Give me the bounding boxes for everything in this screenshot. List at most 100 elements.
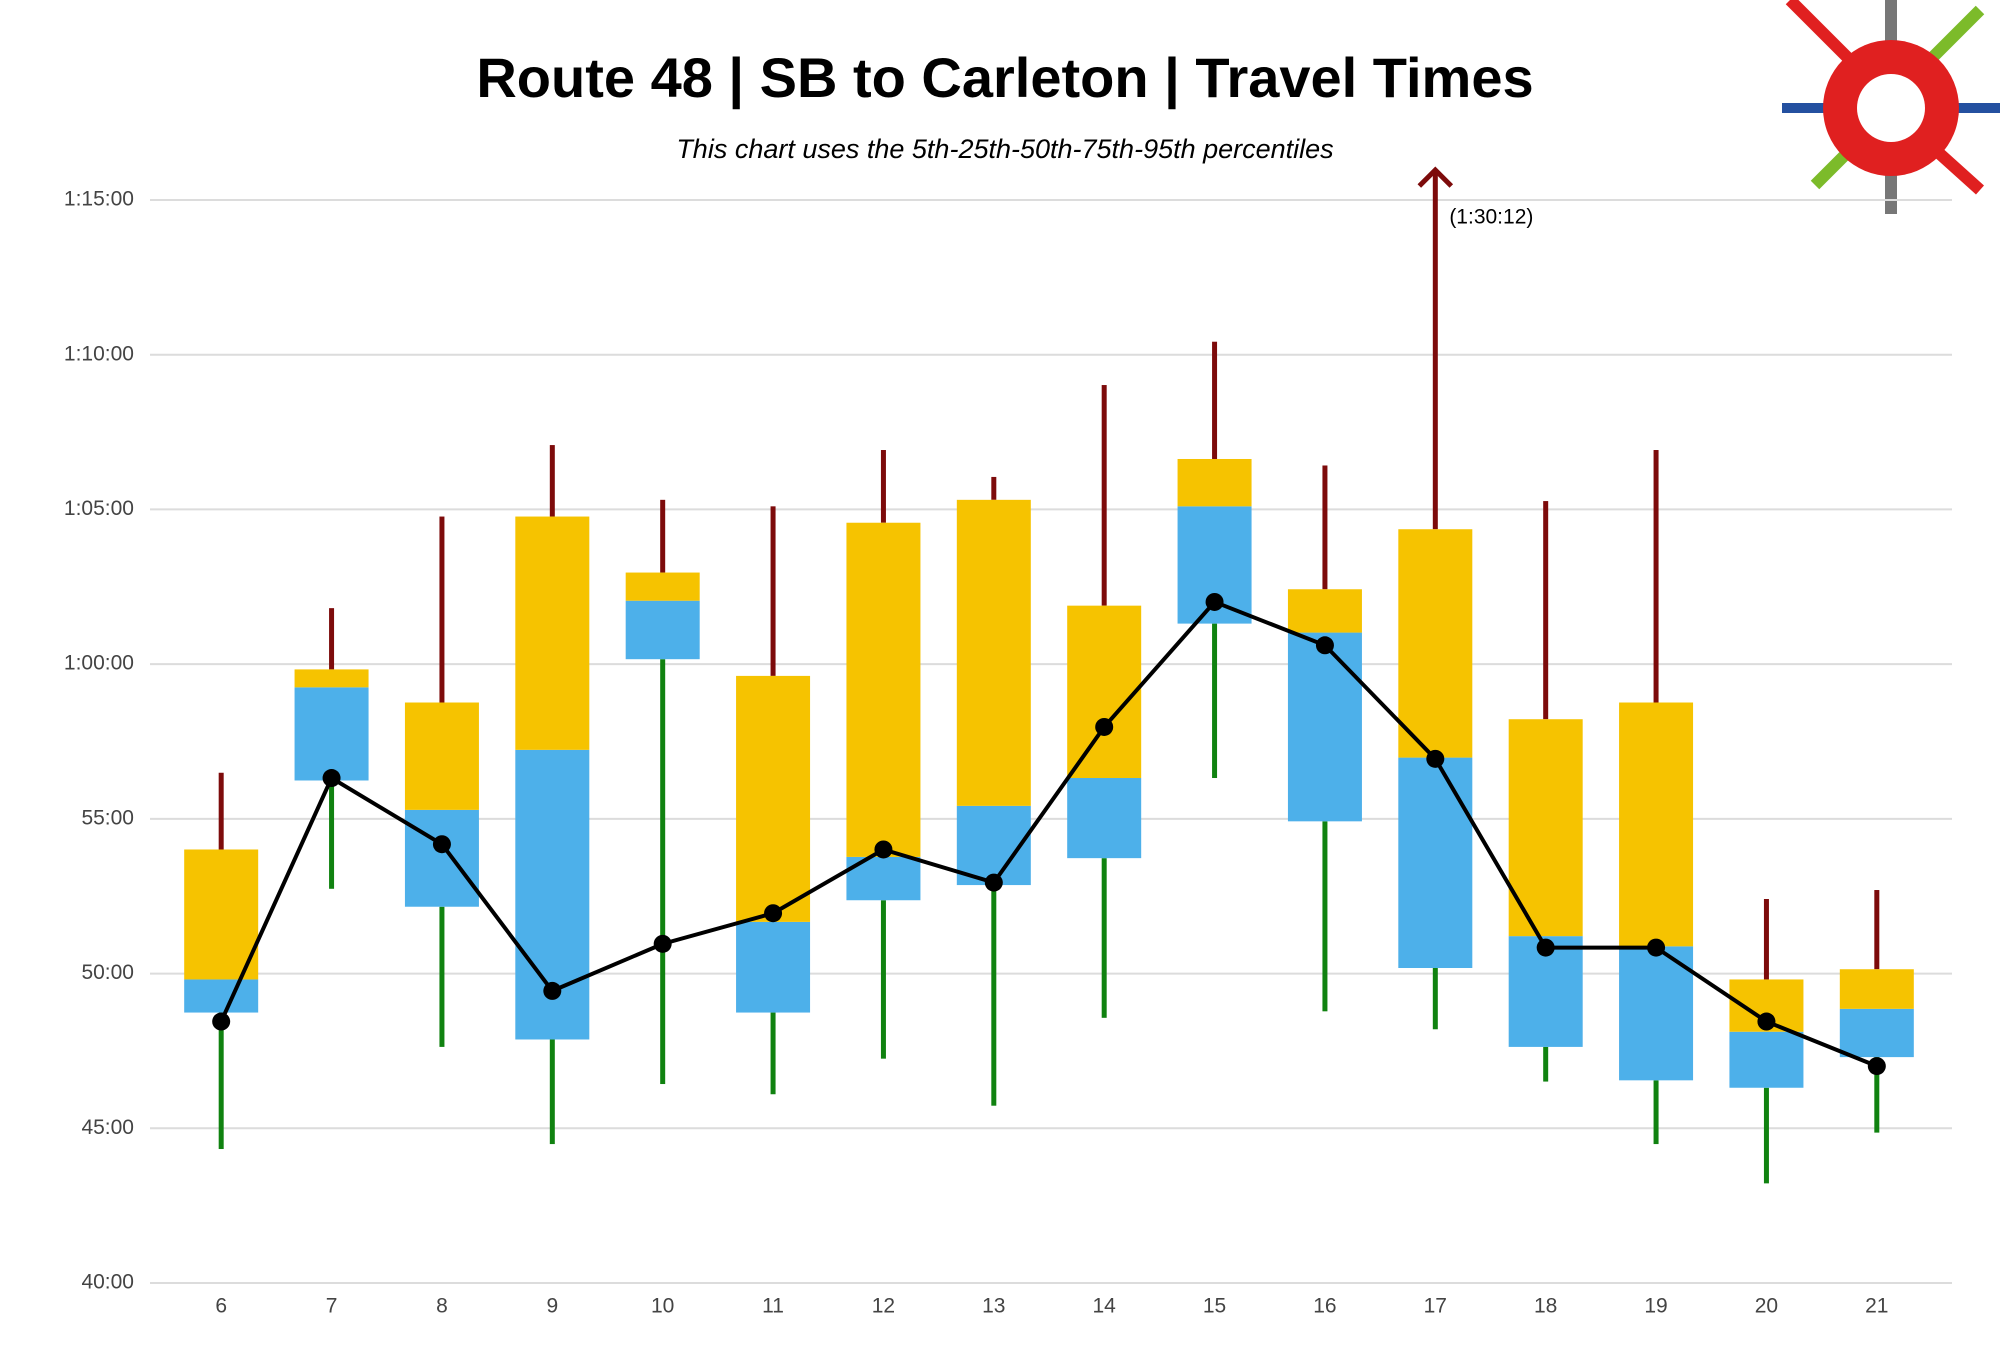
upper-whisker bbox=[1101, 385, 1107, 606]
lower-whisker bbox=[1322, 821, 1328, 1012]
x-tick-label: 21 bbox=[1865, 1295, 1888, 1318]
lower-box bbox=[1839, 1008, 1914, 1058]
y-tick-label: 45:00 bbox=[81, 1116, 134, 1139]
y-tick-label: 50:00 bbox=[81, 961, 134, 984]
lower-box bbox=[625, 600, 700, 660]
upper-box bbox=[515, 516, 590, 750]
upper-box bbox=[736, 675, 811, 922]
lower-box bbox=[1729, 1031, 1804, 1088]
chart-subtitle: This chart uses the 5th-25th-50th-75th-9… bbox=[676, 134, 1333, 164]
upper-whisker bbox=[549, 445, 555, 517]
lower-box bbox=[404, 809, 479, 907]
line-point bbox=[764, 904, 783, 923]
y-tick-label: 1:05:00 bbox=[64, 497, 134, 520]
upper-whisker bbox=[329, 608, 335, 670]
lower-whisker bbox=[1212, 623, 1218, 779]
upper-box bbox=[294, 669, 369, 688]
lower-box bbox=[1067, 778, 1142, 859]
upper-box bbox=[1508, 719, 1583, 937]
upper-whisker bbox=[1763, 898, 1769, 980]
upper-box bbox=[184, 849, 259, 980]
upper-box bbox=[1619, 702, 1694, 947]
upper-whisker bbox=[660, 499, 666, 573]
upper-box bbox=[1839, 969, 1914, 1009]
lower-box bbox=[184, 979, 259, 1013]
x-tick-label: 11 bbox=[762, 1295, 784, 1318]
lower-whisker bbox=[1543, 1046, 1549, 1082]
x-tick-label: 8 bbox=[436, 1295, 448, 1318]
lower-box bbox=[736, 921, 811, 1013]
x-tick-label: 17 bbox=[1424, 1295, 1447, 1318]
lower-whisker bbox=[439, 906, 445, 1047]
x-tick-label: 18 bbox=[1534, 1295, 1557, 1318]
upper-box bbox=[956, 499, 1031, 806]
upper-whisker bbox=[1653, 450, 1659, 703]
x-tick-label: 10 bbox=[651, 1295, 674, 1318]
upper-box bbox=[404, 702, 479, 810]
upper-whisker bbox=[439, 516, 445, 703]
lower-box bbox=[1619, 946, 1694, 1081]
lower-whisker bbox=[660, 659, 666, 1085]
upper-whisker bbox=[770, 506, 776, 676]
upper-whisker bbox=[991, 476, 997, 500]
chart-title: Route 48 | SB to Carleton | Travel Times bbox=[476, 46, 1533, 110]
logo bbox=[1782, 0, 2000, 214]
line bbox=[219, 599, 1878, 1068]
line-point bbox=[1315, 636, 1334, 655]
annotation: (1:30:12) bbox=[1449, 206, 1533, 229]
line-point bbox=[1757, 1012, 1776, 1031]
upper-whisker bbox=[218, 772, 224, 850]
line-point bbox=[1205, 592, 1224, 611]
line-point bbox=[1536, 938, 1555, 957]
line-point bbox=[1647, 938, 1666, 957]
line-point bbox=[1426, 749, 1445, 768]
y-tick-label: 55:00 bbox=[81, 806, 134, 829]
x-tick-label: 6 bbox=[215, 1295, 227, 1318]
lower-whisker bbox=[880, 900, 886, 1059]
upper-box bbox=[1398, 529, 1473, 758]
upper-box bbox=[846, 522, 921, 857]
lower-whisker bbox=[549, 1039, 555, 1145]
x-tick-label: 14 bbox=[1093, 1295, 1117, 1318]
lower-whisker bbox=[991, 885, 997, 1106]
upper-whisker bbox=[1212, 341, 1218, 459]
line-point bbox=[1867, 1057, 1886, 1076]
upper-whisker bbox=[1874, 890, 1880, 970]
lower-whisker bbox=[1874, 1057, 1880, 1133]
lower-box bbox=[1398, 757, 1473, 969]
upper-whisker bbox=[1432, 170, 1438, 530]
y-tick-label: 1:15:00 bbox=[64, 188, 134, 211]
x-tick-label: 20 bbox=[1755, 1295, 1778, 1318]
upper-whisker bbox=[880, 450, 886, 523]
line-point bbox=[432, 835, 451, 854]
x-tick-label: 16 bbox=[1313, 1295, 1336, 1318]
x-tick-label: 15 bbox=[1203, 1295, 1226, 1318]
line-point bbox=[212, 1012, 231, 1031]
x-tick-label: 13 bbox=[982, 1295, 1005, 1318]
line-point bbox=[653, 934, 672, 953]
overflow-arrow bbox=[1417, 166, 1454, 188]
line-point bbox=[1095, 717, 1114, 736]
lower-box bbox=[1287, 632, 1362, 822]
line-point bbox=[543, 981, 562, 1000]
y-tick-label: 1:10:00 bbox=[64, 342, 134, 365]
x-tick-label: 19 bbox=[1644, 1295, 1667, 1318]
y-tick-label: 40:00 bbox=[81, 1271, 134, 1294]
lower-whisker bbox=[770, 1012, 776, 1095]
upper-whisker bbox=[1322, 465, 1328, 590]
lower-box bbox=[294, 687, 369, 781]
y-tick-label: 1:00:00 bbox=[64, 652, 134, 675]
lower-whisker bbox=[1101, 858, 1107, 1018]
line-point bbox=[322, 769, 341, 788]
upper-box bbox=[625, 572, 700, 601]
upper-box bbox=[1177, 458, 1252, 507]
lower-whisker bbox=[329, 780, 335, 889]
lower-whisker bbox=[1432, 968, 1438, 1030]
line-point bbox=[874, 840, 893, 859]
lower-whisker bbox=[1763, 1087, 1769, 1184]
lower-whisker bbox=[1653, 1080, 1659, 1145]
x-tick-label: 12 bbox=[872, 1295, 895, 1318]
x-tick-label: 9 bbox=[546, 1295, 558, 1318]
lower-whisker bbox=[218, 1012, 224, 1150]
